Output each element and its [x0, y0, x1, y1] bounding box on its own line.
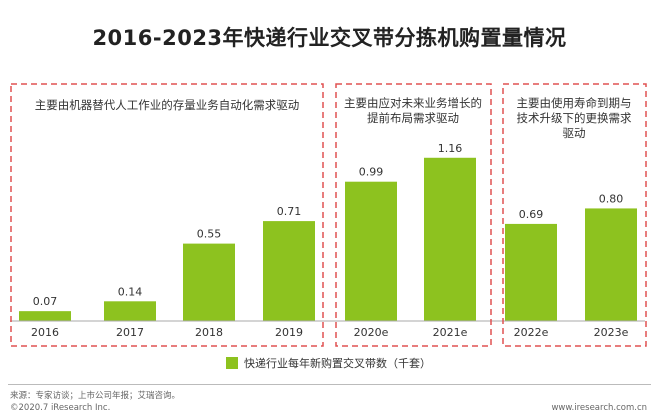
value-label-2022e: 0.69 — [519, 208, 544, 221]
value-label-2019: 0.71 — [277, 205, 302, 218]
footer-copyright: ©2020.7 iResearch Inc. — [10, 403, 111, 413]
bar-2018 — [183, 243, 235, 321]
value-label-2017: 0.14 — [118, 285, 143, 298]
value-label-2018: 0.55 — [197, 228, 222, 241]
value-label-2016: 0.07 — [33, 295, 58, 308]
bar-2021e — [424, 157, 476, 321]
category-label-2018: 2018 — [195, 326, 223, 339]
value-label-2020e: 0.99 — [359, 166, 384, 179]
legend-swatch — [226, 357, 238, 369]
bar-2022e — [505, 223, 557, 321]
bar-2020e — [345, 181, 397, 321]
category-label-2020e: 2020e — [354, 326, 389, 339]
footer-source: 来源：专家访谈；上市公司年报；艾瑞咨询。 — [10, 391, 181, 401]
annotation-box-2 — [335, 83, 492, 347]
category-label-2016: 2016 — [31, 326, 59, 339]
category-label-2021e: 2021e — [433, 326, 468, 339]
legend: 快递行业每年新购置交叉带数（千套） — [226, 355, 431, 371]
annotation-text-3: 主要由使用寿命到期与技术升级下的更换需求驱动 — [517, 96, 632, 140]
category-label-2022e: 2022e — [514, 326, 549, 339]
value-label-2021e: 1.16 — [438, 142, 463, 155]
annotation-text-1: 主要由机器替代人工作业的存量业务自动化需求驱动 — [35, 98, 300, 112]
bar-2019 — [263, 221, 315, 321]
category-label-2019: 2019 — [275, 326, 303, 339]
bar-2023e — [585, 208, 637, 321]
category-label-2023e: 2023e — [594, 326, 629, 339]
annotation-text-2: 主要由应对未来业务增长的提前布局需求驱动 — [344, 96, 482, 125]
bar-2016 — [19, 311, 71, 321]
chart-title: 2016-2023年快递行业交叉带分拣机购置量情况 — [92, 26, 567, 50]
footer-website: www.iresearch.com.cn — [551, 403, 647, 413]
category-label-2017: 2017 — [116, 326, 144, 339]
annotation-box-1 — [10, 83, 324, 347]
legend-label: 快递行业每年新购置交叉带数（千套） — [244, 357, 431, 370]
annotation-box-3 — [502, 83, 647, 347]
bar-2017 — [104, 301, 156, 321]
value-label-2023e: 0.80 — [599, 192, 624, 205]
footer-divider — [8, 384, 651, 385]
